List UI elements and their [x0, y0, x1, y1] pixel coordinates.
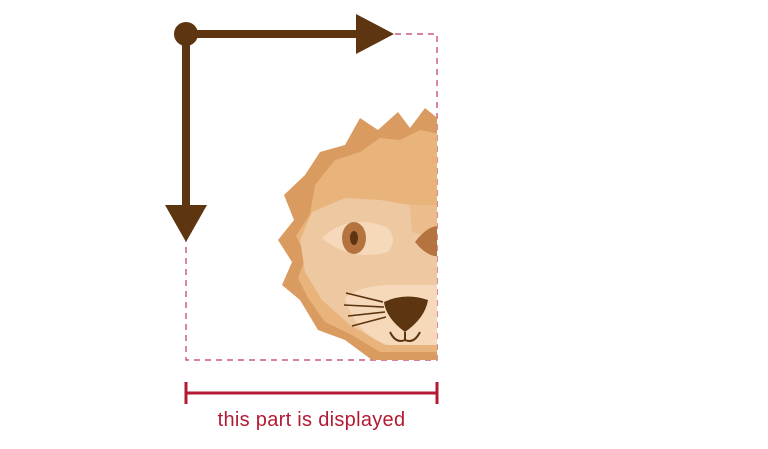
caption-label: this part is displayed — [217, 409, 406, 431]
x-axis-arrow — [182, 14, 394, 54]
origin-dot-icon — [174, 22, 198, 46]
width-measure-bracket — [184, 382, 439, 404]
nose-icon — [384, 296, 428, 332]
y-axis-arrow — [165, 30, 207, 242]
lion-face-icon — [278, 108, 437, 360]
